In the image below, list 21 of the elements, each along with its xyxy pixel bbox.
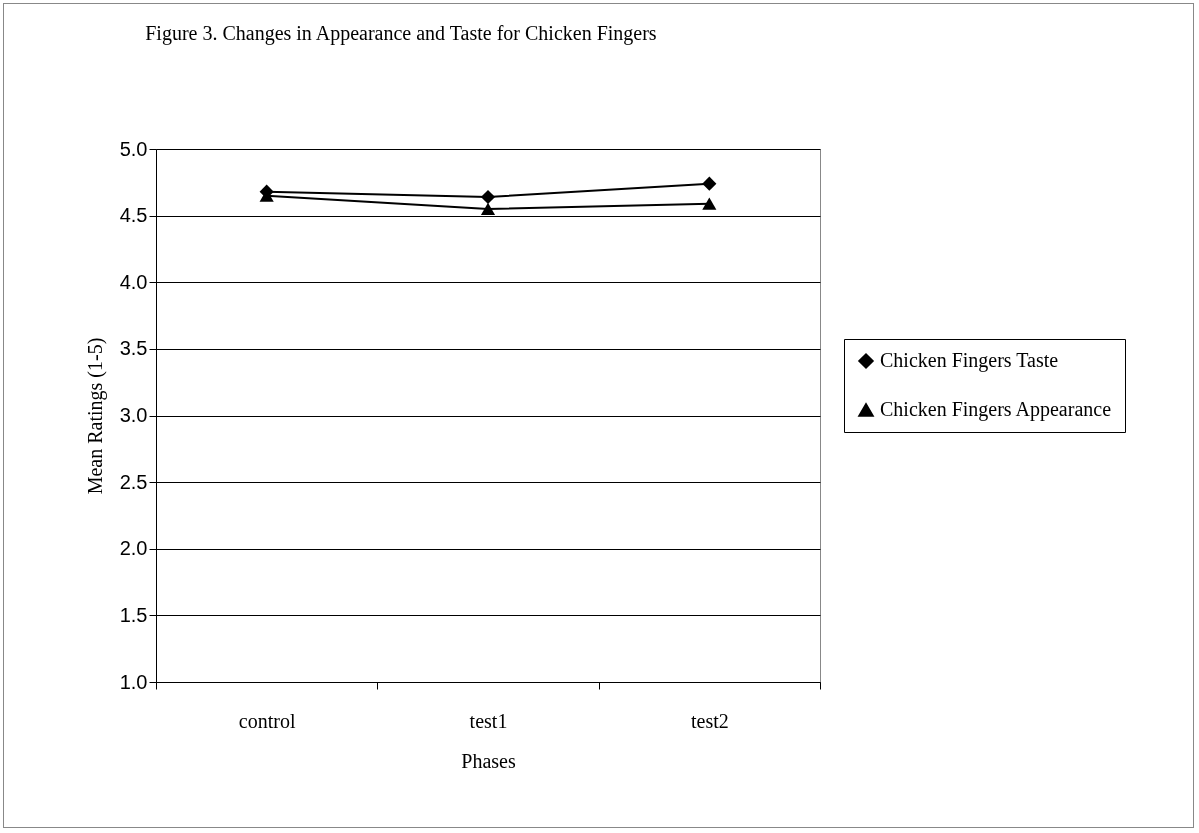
y-tick-label: 1.0 xyxy=(119,670,148,693)
y-tick-label: 1.5 xyxy=(119,603,148,626)
y-tick-label: 5.0 xyxy=(119,137,148,160)
x-axis-title: Phases xyxy=(461,749,516,772)
y-axis-title: Mean Ratings (1-5) xyxy=(83,337,107,495)
chart-title: Figure 3. Changes in Appearance and Taste for Chicken Fingers xyxy=(145,22,657,45)
point xyxy=(480,189,496,205)
y-tick-label: 4.5 xyxy=(119,204,148,227)
y-tick-label: 2.0 xyxy=(119,537,148,560)
x-tick-label: test2 xyxy=(690,709,729,732)
x-tick-label: control xyxy=(238,709,296,732)
point xyxy=(702,197,717,210)
legend-label: Chicken Fingers Taste xyxy=(880,349,1059,372)
y-tick-label: 4.0 xyxy=(119,270,148,293)
y-tick-label: 3.0 xyxy=(119,404,148,426)
legend-label: Chicken Fingers Appearance xyxy=(880,398,1112,421)
y-tick-label: 2.5 xyxy=(119,470,148,493)
x-tick-label: test1 xyxy=(469,709,508,732)
y-tick-label: 3.5 xyxy=(119,337,148,360)
point xyxy=(480,202,496,216)
point xyxy=(702,176,717,191)
